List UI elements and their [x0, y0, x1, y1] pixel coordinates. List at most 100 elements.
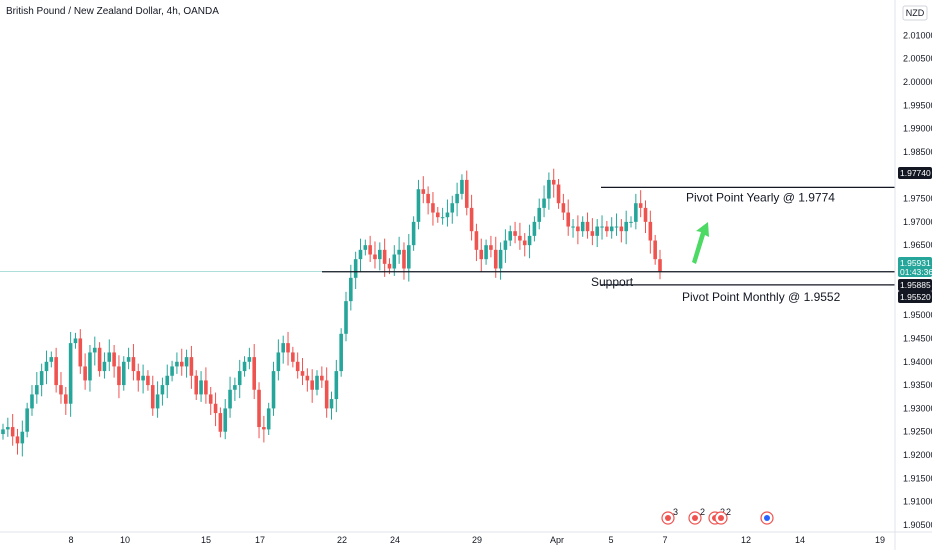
event-flag-icon[interactable]: 2: [714, 507, 731, 525]
price-tick-label: 1.97500: [903, 194, 932, 204]
candle-body: [358, 249, 363, 260]
candle-body: [440, 217, 445, 219]
candle-body: [247, 357, 252, 362]
candle-body: [20, 431, 25, 444]
candle-body: [276, 352, 281, 372]
candle: [629, 216, 633, 228]
candle: [121, 356, 126, 391]
candle: [344, 291, 348, 342]
candle-body: [624, 221, 628, 232]
level-lines: Pivot Point Yearly @ 1.9774 Support Pivot …: [0, 186, 895, 304]
candle: [44, 350, 49, 385]
candle: [78, 329, 83, 374]
candle: [609, 217, 614, 239]
candle: [493, 236, 498, 278]
candle: [460, 174, 464, 200]
candle-body: [39, 371, 44, 386]
candle: [522, 233, 527, 257]
candle-body: [44, 361, 49, 372]
candle-body: [88, 352, 92, 381]
event-markers[interactable]: 3222: [661, 507, 774, 525]
candle: [204, 367, 208, 404]
candle: [378, 242, 382, 271]
event-flag-icon[interactable]: 3: [661, 507, 678, 525]
candle: [10, 414, 15, 446]
candlestick-series: [1, 168, 662, 457]
candle: [39, 363, 44, 397]
time-tick-label: 24: [390, 535, 400, 545]
candle: [614, 213, 619, 236]
candle-body: [580, 221, 585, 232]
candle: [324, 367, 329, 418]
candle: [590, 218, 595, 246]
candle-body: [576, 226, 580, 232]
price-badge-countdown: 01:43:36: [900, 267, 932, 277]
candle: [68, 331, 73, 417]
candle: [643, 200, 648, 234]
candle: [223, 399, 228, 440]
candle-body: [334, 371, 339, 400]
candle-body: [460, 179, 464, 194]
candle: [320, 366, 324, 388]
candle-body: [431, 203, 435, 213]
candle-body: [614, 226, 619, 228]
candle-body: [324, 380, 329, 409]
candle-body: [146, 375, 150, 386]
event-flag-icon[interactable]: [760, 511, 774, 525]
candle-body: [107, 352, 112, 362]
candle: [25, 402, 29, 438]
candle: [595, 219, 599, 248]
candle-body: [479, 249, 484, 260]
currency-label[interactable]: NZD: [902, 5, 928, 21]
candle-body: [421, 189, 426, 194]
candle-body: [121, 361, 126, 386]
candle-body: [175, 361, 179, 367]
candle-body: [532, 221, 537, 236]
candle-body: [126, 357, 131, 362]
candle: [150, 375, 155, 416]
candle-body: [1, 429, 5, 435]
candle-body: [218, 413, 223, 432]
price-tick-label: 1.93000: [903, 403, 932, 413]
candle-body: [228, 389, 232, 409]
candle: [291, 346, 295, 368]
time-tick-label: 22: [337, 535, 347, 545]
candle-body: [344, 301, 348, 334]
time-axis[interactable]: 8 10 15 17 22 24 29 Apr 5 7 12 14 19: [0, 531, 932, 545]
candle: [6, 417, 10, 437]
price-axis[interactable]: 2.01000 2.00500 2.00000 1.99500 1.99000 1.985…: [894, 0, 932, 550]
candle: [83, 353, 87, 390]
event-dot: [764, 515, 770, 521]
candle-body: [170, 366, 174, 376]
candle-body: [643, 207, 648, 222]
candle: [247, 347, 252, 370]
price-badge: [898, 291, 932, 303]
candle-body: [305, 375, 310, 381]
price-tick-label: 1.94500: [903, 333, 932, 343]
candle-body: [233, 385, 237, 390]
candle-body: [329, 399, 334, 409]
arrow-shape: [692, 222, 709, 264]
pivot-yearly-label: Pivot Point Yearly @ 1.9774: [686, 190, 835, 204]
candle-body: [600, 226, 604, 228]
candle: [527, 224, 532, 259]
candle-body: [363, 245, 368, 250]
candle-body: [189, 357, 194, 376]
event-flag-icon[interactable]: 2: [688, 507, 705, 525]
candle: [300, 358, 305, 386]
candle-body: [435, 212, 440, 218]
candle-body: [373, 254, 377, 260]
candle-body: [64, 394, 68, 404]
candle-body: [262, 427, 266, 430]
candle: [97, 342, 102, 377]
candle-body: [320, 375, 324, 381]
candle-body: [204, 380, 208, 395]
candle: [537, 198, 542, 230]
candle-body: [566, 212, 571, 227]
candle-body: [141, 375, 145, 381]
time-tick-label: 19: [875, 535, 885, 545]
candle: [295, 352, 300, 379]
candle: [30, 385, 34, 416]
candle: [165, 364, 170, 399]
